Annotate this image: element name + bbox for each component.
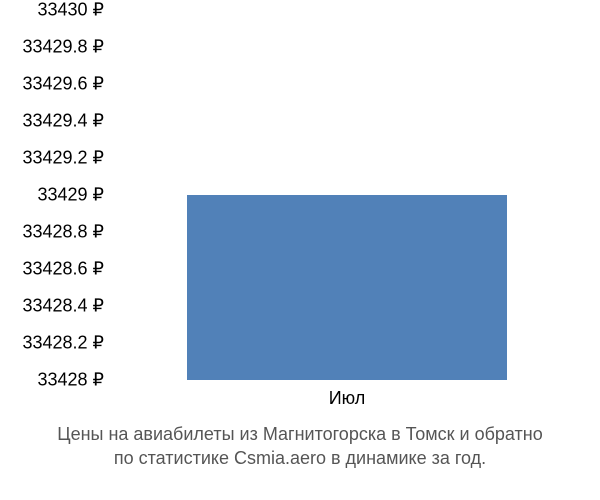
price-chart: 33430 ₽ 33429.8 ₽ 33429.6 ₽ 33429.4 ₽ 33429.… [0,0,600,500]
y-tick-label: 33429.4 ₽ [22,111,104,132]
y-tick-label: 33428 ₽ [37,370,104,391]
y-tick-label: 33428.6 ₽ [22,259,104,280]
bar [187,195,507,380]
y-tick-label: 33429.8 ₽ [22,37,104,58]
y-tick-label: 33429.2 ₽ [22,148,104,169]
y-tick-label: 33428.4 ₽ [22,296,104,317]
caption-line-2: по статистике Csmia.aero в динамике за г… [114,448,486,468]
y-tick-label: 33428.2 ₽ [22,333,104,354]
y-tick-label: 33428.8 ₽ [22,222,104,243]
x-tick-label: Июл [329,388,366,409]
y-tick-label: 33430 ₽ [37,0,104,21]
caption-line-1: Цены на авиабилеты из Магнитогорска в То… [57,424,542,444]
y-tick-label: 33429.6 ₽ [22,74,104,95]
chart-caption: Цены на авиабилеты из Магнитогорска в То… [0,422,600,471]
plot-area [112,10,582,380]
y-tick-label: 33429 ₽ [37,185,104,206]
